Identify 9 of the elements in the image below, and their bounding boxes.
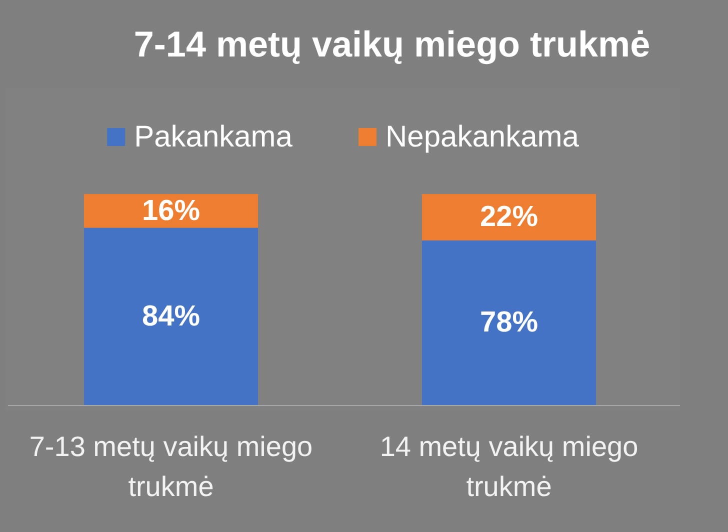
x-tick-label: 14 metų vaikų miego trukmė: [380, 431, 638, 502]
data-label: 16%: [142, 194, 200, 227]
data-label: 78%: [480, 306, 538, 339]
x-tick-label: 7-13 metų vaikų miego trukmė: [29, 431, 313, 502]
legend-label: Pakankama: [134, 120, 293, 154]
data-label: 22%: [480, 201, 538, 234]
legend-label: Nepakankama: [385, 120, 580, 154]
chart-title: 7-14 metų vaikų miego trukmė: [134, 24, 650, 64]
data-label: 84%: [142, 300, 200, 332]
